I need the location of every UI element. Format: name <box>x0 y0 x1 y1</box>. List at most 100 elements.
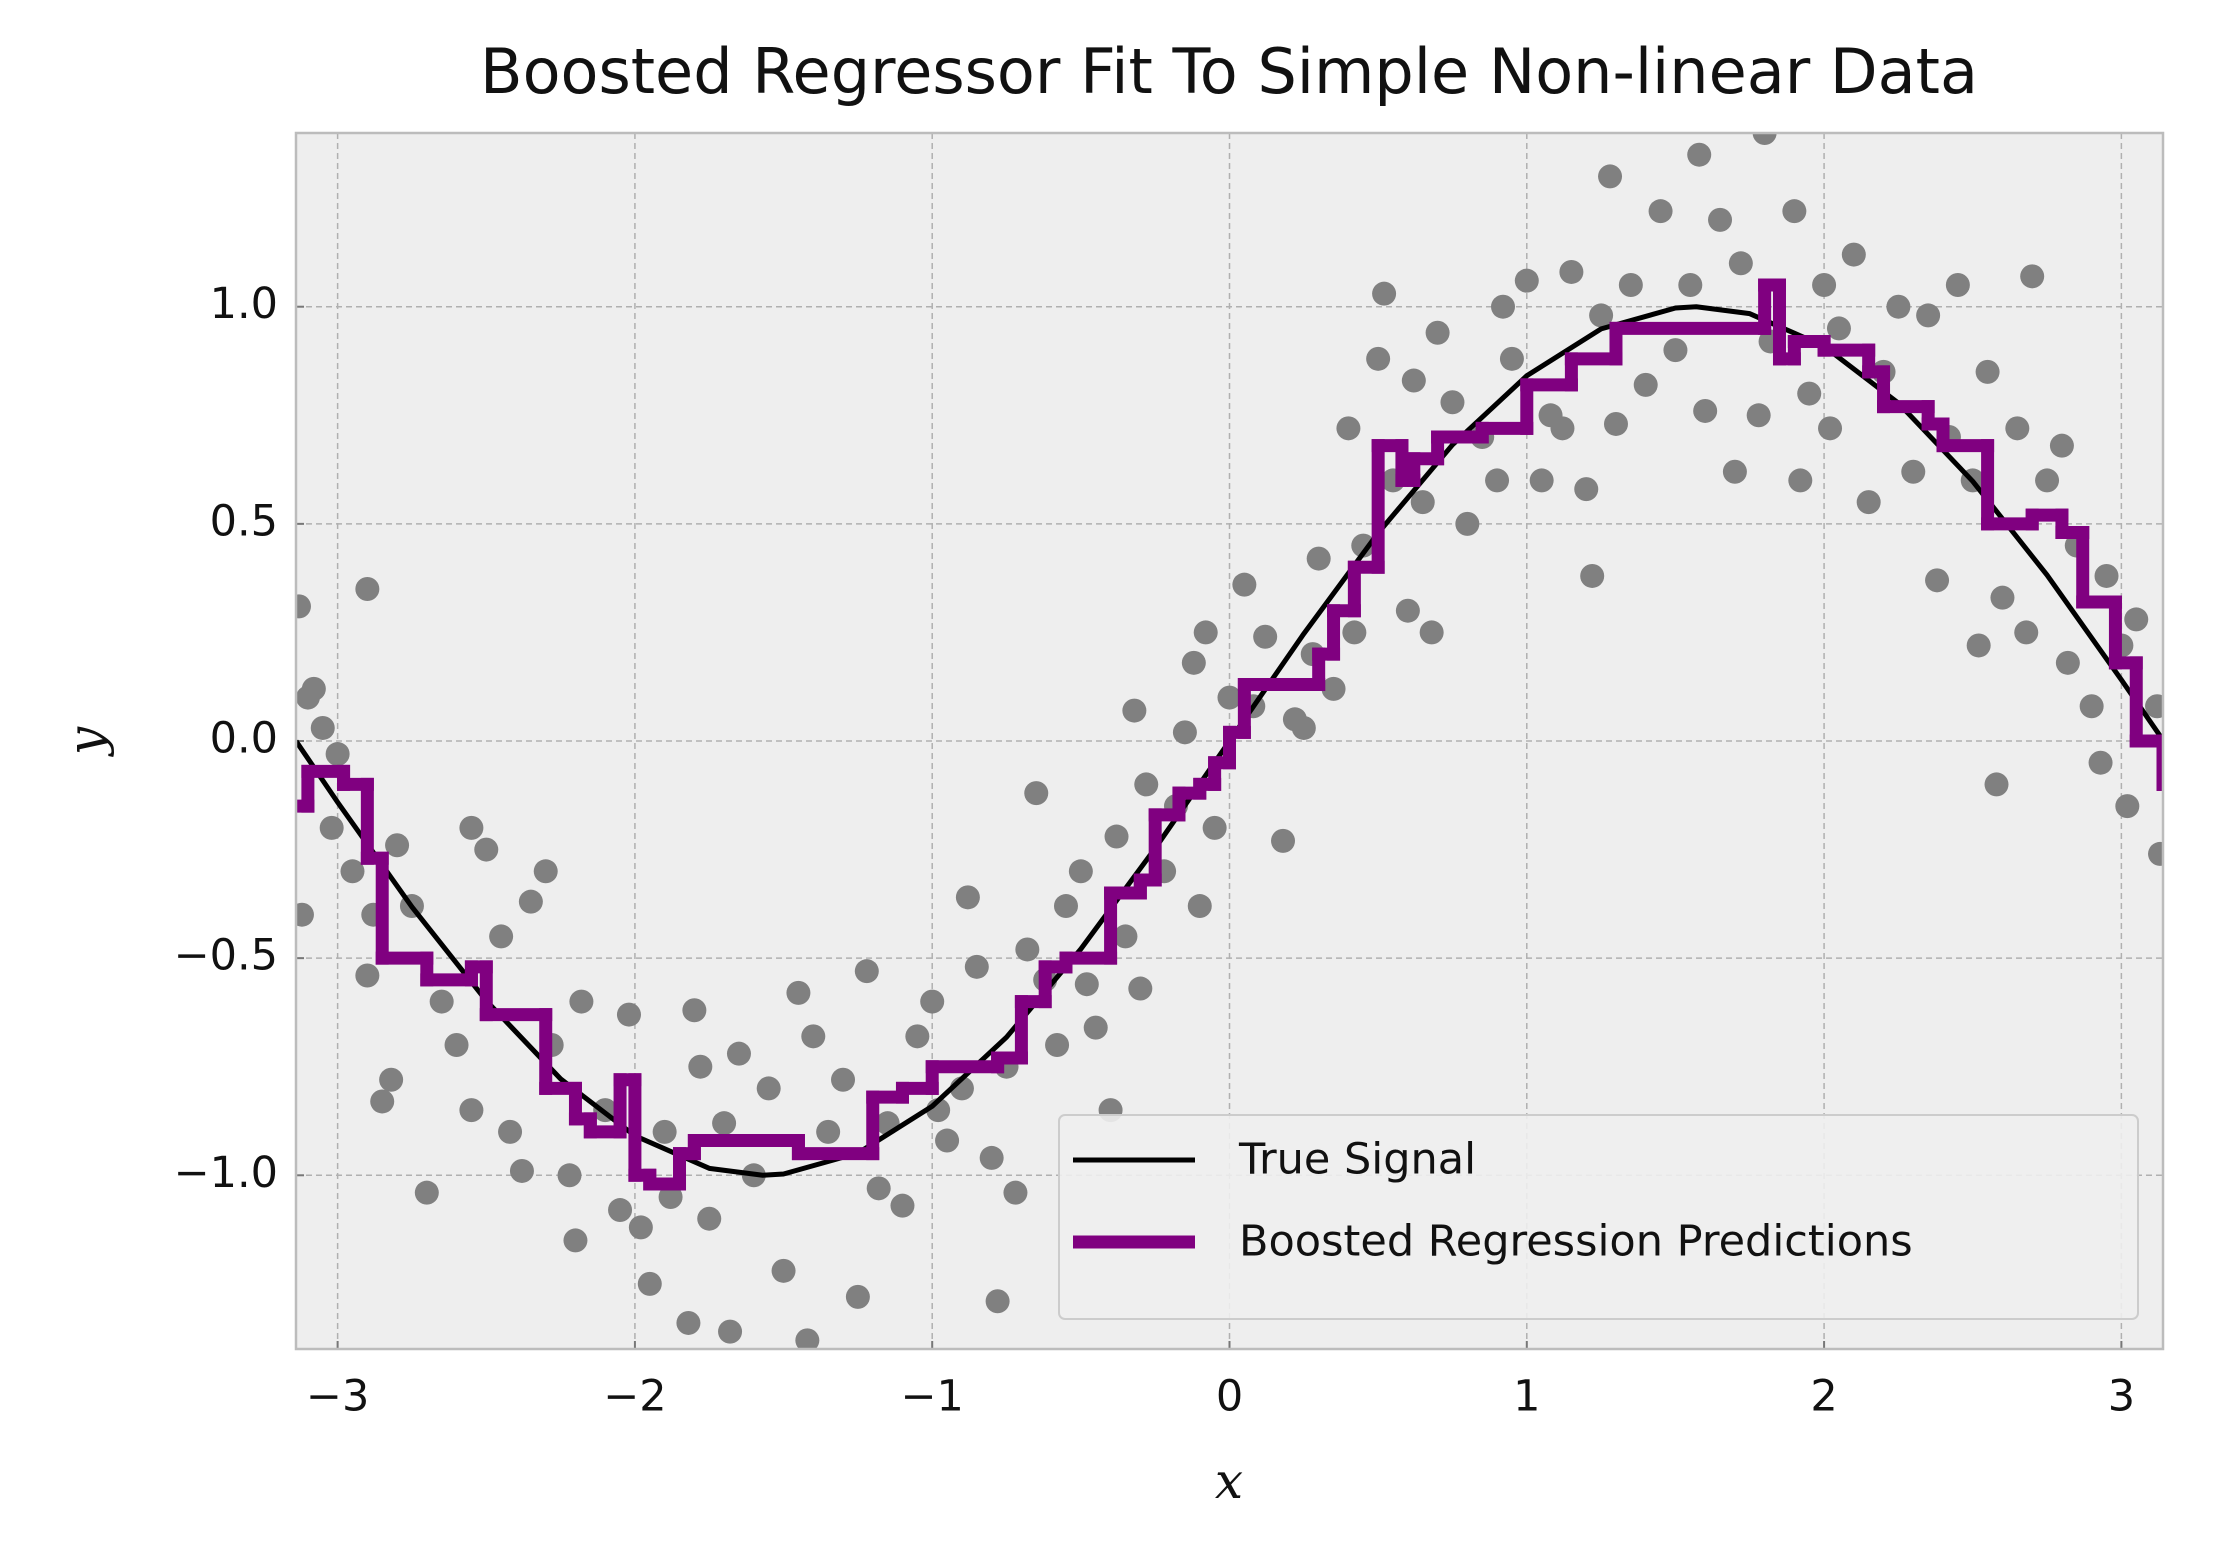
x-tick-label: −3 <box>306 1372 369 1422</box>
scatter-point <box>866 1176 891 1201</box>
scatter-point <box>1663 338 1688 363</box>
scatter-point <box>1321 676 1346 701</box>
scatter-point <box>429 989 454 1014</box>
scatter-point <box>712 1111 737 1136</box>
scatter-point <box>1306 546 1331 571</box>
legend-box <box>1058 1114 2139 1320</box>
scatter-point <box>2035 468 2060 493</box>
scatter-point <box>557 1163 582 1188</box>
scatter-point <box>1134 772 1159 797</box>
scatter-point <box>1003 1180 1028 1205</box>
scatter-point <box>979 1145 1004 1170</box>
scatter-point <box>964 954 989 979</box>
scatter-point <box>459 815 484 840</box>
chart-title: Boosted Regressor Fit To Simple Non-line… <box>480 35 1978 108</box>
scatter-point <box>658 1185 683 1209</box>
x-tick-label: 3 <box>2108 1372 2135 1422</box>
scatter-point <box>325 742 350 767</box>
scatter-point <box>1104 824 1129 849</box>
scatter-point <box>718 1319 743 1344</box>
scatter-point <box>1187 894 1212 919</box>
scatter-point <box>296 594 311 619</box>
scatter-point <box>1083 1015 1108 1040</box>
scatter-point <box>2088 750 2113 775</box>
scatter-point <box>1945 273 1970 297</box>
scatter-point <box>379 1067 404 1092</box>
x-tick-label: 2 <box>1810 1372 1837 1422</box>
x-tick-label: −1 <box>901 1372 964 1422</box>
scatter-point <box>1975 359 2000 384</box>
scatter-point <box>1559 259 1584 284</box>
scatter-point <box>1746 403 1771 428</box>
scatter-point <box>301 676 326 701</box>
scatter-point <box>1455 511 1480 536</box>
scatter-point <box>1113 924 1138 949</box>
scatter-point <box>1074 972 1099 997</box>
scatter-point <box>816 1119 841 1144</box>
scatter-point <box>563 1228 588 1253</box>
scatter-point <box>1514 268 1539 293</box>
scatter-point <box>2020 264 2045 289</box>
scatter-point <box>340 859 365 884</box>
scatter-point <box>1797 381 1822 406</box>
y-tick-label: 0.0 <box>210 714 278 764</box>
scatter-point <box>533 859 558 884</box>
scatter-point <box>1580 563 1605 588</box>
scatter-point <box>1633 372 1658 397</box>
scatter-point <box>935 1128 960 1153</box>
scatter-point <box>2005 416 2030 441</box>
scatter-point <box>2079 694 2104 719</box>
scatter-point <box>414 1180 439 1205</box>
scatter-point <box>1485 468 1510 493</box>
scatter-point <box>518 889 543 914</box>
scatter-point <box>652 1119 677 1144</box>
scatter-point <box>1291 715 1316 740</box>
scatter-point <box>2094 563 2119 588</box>
scatter-point <box>1419 620 1444 645</box>
scatter-point <box>697 1206 722 1231</box>
scatter-point <box>854 959 879 984</box>
scatter-point <box>1984 772 2009 797</box>
scatter-point <box>1788 468 1813 493</box>
y-tick-label: −0.5 <box>174 931 278 981</box>
scatter-point <box>1351 533 1376 558</box>
y-tick-label: 1.0 <box>210 279 278 329</box>
scatter-point <box>1966 633 1991 658</box>
y-tick-label: 0.5 <box>210 496 278 546</box>
x-axis-label: x <box>1215 1452 1243 1510</box>
scatter-point <box>1366 346 1391 371</box>
scatter-point <box>2124 607 2149 632</box>
x-tick-label: 0 <box>1216 1372 1243 1422</box>
scatter-point <box>2145 694 2163 719</box>
scatter-point <box>2014 620 2039 645</box>
scatter-point <box>905 1024 930 1049</box>
scatter-point <box>726 1041 751 1066</box>
scatter-point <box>676 1310 701 1335</box>
scatter-point <box>509 1158 534 1183</box>
scatter-point <box>845 1284 870 1309</box>
scatter-point <box>801 1024 826 1049</box>
scatter-point <box>1812 273 1837 297</box>
scatter-point <box>771 1258 796 1283</box>
scatter-point <box>1202 815 1227 840</box>
scatter-point <box>1782 199 1807 224</box>
scatter-point <box>756 1076 781 1101</box>
scatter-point <box>2115 794 2140 819</box>
scatter-point <box>355 963 380 988</box>
scatter-point <box>1678 273 1703 297</box>
scatter-point <box>985 1289 1010 1314</box>
scatter-point <box>310 715 335 740</box>
scatter-point <box>831 1067 856 1092</box>
legend: True Signal Boosted Regression Prediction… <box>1058 1114 2139 1320</box>
scatter-point <box>1372 281 1397 306</box>
scatter-point <box>1217 685 1242 710</box>
x-tick-label: −2 <box>603 1372 666 1422</box>
scatter-point <box>1172 720 1197 745</box>
scatter-point <box>955 885 980 910</box>
scatter-point <box>1916 303 1941 328</box>
y-tick-label: −1.0 <box>174 1148 278 1198</box>
scatter-point <box>1925 568 1950 593</box>
scatter-point <box>370 1089 395 1114</box>
scatter-point <box>489 924 514 949</box>
scatter-point <box>1410 490 1435 515</box>
